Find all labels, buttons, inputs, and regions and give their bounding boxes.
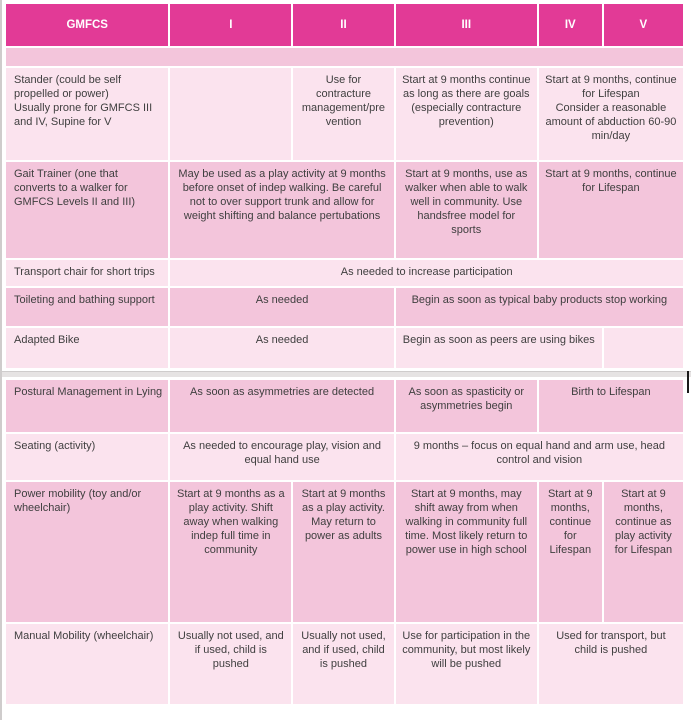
table-row-power-mobility: Power mobility (toy and/or wheelchair) S… (6, 482, 683, 622)
cell-power-v: Start at 9 months, continue as play acti… (603, 482, 683, 622)
cell-power-i: Start at 9 months as a play activity. Sh… (170, 482, 292, 622)
top-margin (0, 0, 691, 2)
row-label-manual-mobility: Manual Mobility (wheelchair) (6, 624, 169, 704)
table-row-seating: Seating (activity) As needed to encourag… (6, 434, 683, 480)
cell-bike-v (603, 328, 683, 368)
cell-gait-iv-v: Start at 9 months, continue for Lifespan (538, 162, 683, 258)
row-label-stander: Stander (could be self propelled or powe… (6, 68, 169, 160)
header-col-iii: III (395, 4, 537, 46)
table-section-divider (0, 371, 691, 377)
cell-power-iii: Start at 9 months, may shift away from w… (395, 482, 537, 622)
cell-postural-i-ii: As soon as asymmetries are detected (170, 380, 394, 432)
row-label-postural-management: Postural Management in Lying (6, 380, 169, 432)
row-label-seating: Seating (activity) (6, 434, 169, 480)
cell-toileting-i-ii: As needed (170, 288, 394, 326)
table-row-transport-chair: Transport chair for short trips As neede… (6, 260, 683, 286)
cell-seating-i-ii: As needed to encourage play, vision and … (170, 434, 394, 480)
table-row-manual-mobility: Manual Mobility (wheelchair) Usually not… (6, 624, 683, 704)
cell-stander-i (170, 68, 292, 160)
cell-bike-i-ii: As needed (170, 328, 394, 368)
row-label-power-mobility: Power mobility (toy and/or wheelchair) (6, 482, 169, 622)
spacer-cell (6, 48, 683, 66)
cell-gait-iii: Start at 9 months, use as walker when ab… (395, 162, 537, 258)
table-row-postural-management: Postural Management in Lying As soon as … (6, 380, 683, 432)
spacer-row (6, 48, 683, 66)
cell-stander-iv-v: Start at 9 months, continue for Lifespan… (538, 68, 683, 160)
cell-seating-iii-v: 9 months – focus on equal hand and arm u… (395, 434, 683, 480)
table-row-toileting: Toileting and bathing support As needed … (6, 288, 683, 326)
cell-postural-iii: As soon as spasticity or asymmetries beg… (395, 380, 537, 432)
cell-manual-ii: Usually not used, and if used, child is … (293, 624, 394, 704)
cell-stander-ii: Use for contracture management/preventio… (293, 68, 394, 160)
header-col-v: V (603, 4, 683, 46)
gmfcs-equipment-table-lower: Postural Management in Lying As soon as … (4, 378, 685, 706)
cell-toileting-iii-v: Begin as soon as typical baby products s… (395, 288, 683, 326)
cell-transport-i-v: As needed to increase participation (170, 260, 683, 286)
header-row: GMFCS I II III IV V (6, 4, 683, 46)
lower-table-wrapper: Postural Management in Lying As soon as … (4, 378, 691, 706)
page-left-edge-line (0, 0, 2, 720)
table-row-gait-trainer: Gait Trainer (one that converts to a wal… (6, 162, 683, 258)
row-label-gait-trainer: Gait Trainer (one that converts to a wal… (6, 162, 169, 258)
cell-power-iv: Start at 9 months, continue for Lifespan (538, 482, 602, 622)
table-row-stander: Stander (could be self propelled or powe… (6, 68, 683, 160)
row-label-transport-chair: Transport chair for short trips (6, 260, 169, 286)
cell-stander-iii: Start at 9 months continue as long as th… (395, 68, 537, 160)
header-col-iv: IV (538, 4, 602, 46)
row-label-toileting: Toileting and bathing support (6, 288, 169, 326)
cell-gait-i-ii: May be used as a play activity at 9 mont… (170, 162, 394, 258)
upper-table-wrapper: GMFCS I II III IV V Stander (could be se… (4, 2, 691, 370)
table-row-adapted-bike: Adapted Bike As needed Begin as soon as … (6, 328, 683, 368)
cell-power-ii: Start at 9 months as a play activity. Ma… (293, 482, 394, 622)
cell-manual-iv-v: Used for transport, but child is pushed (538, 624, 683, 704)
cell-manual-iii: Use for participation in the community, … (395, 624, 537, 704)
cell-bike-iii-iv: Begin as soon as peers are using bikes (395, 328, 602, 368)
row-label-adapted-bike: Adapted Bike (6, 328, 169, 368)
header-col-i: I (170, 4, 292, 46)
header-col-ii: II (293, 4, 394, 46)
text-cursor-artifact (687, 371, 689, 393)
gmfcs-equipment-table-upper: GMFCS I II III IV V Stander (could be se… (4, 2, 685, 370)
header-col-gmfcs: GMFCS (6, 4, 169, 46)
cell-postural-iv-v: Birth to Lifespan (538, 380, 683, 432)
cell-manual-i: Usually not used, and if used, child is … (170, 624, 292, 704)
